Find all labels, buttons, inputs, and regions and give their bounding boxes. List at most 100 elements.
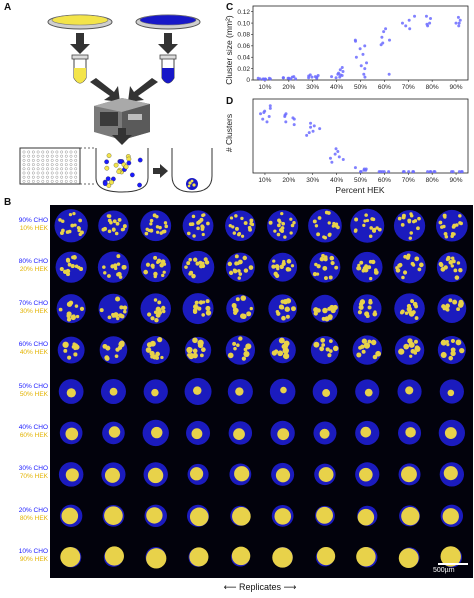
hek-cluster (455, 339, 462, 346)
composition-label: 20% CHO 80% HEK (2, 507, 48, 523)
hek-cluster (250, 222, 255, 227)
data-point (424, 14, 428, 18)
hek-cluster (364, 311, 370, 317)
data-point (292, 123, 296, 127)
hek-cluster (357, 263, 361, 267)
aggregate-image (182, 293, 214, 325)
hek-cluster (156, 258, 162, 264)
hek-core (443, 466, 458, 481)
hek-cluster (397, 263, 402, 268)
data-point (407, 18, 411, 22)
petri-dish-yellow (47, 14, 113, 30)
well-dot (31, 163, 35, 167)
hek-cluster (331, 224, 335, 228)
hek-cluster (281, 261, 286, 266)
data-point (308, 73, 312, 77)
hek-core (360, 426, 372, 438)
hek-cluster (77, 229, 81, 233)
hek-cluster (328, 349, 333, 353)
hek-cluster (371, 259, 376, 265)
hek-cluster (103, 271, 107, 275)
hek-cluster (234, 214, 238, 218)
aggregate-image (230, 505, 251, 526)
hek-core (357, 508, 375, 526)
data-point (330, 160, 334, 164)
hek-cluster (450, 264, 454, 268)
well-dot (50, 167, 54, 171)
data-point (382, 30, 386, 34)
data-point (338, 73, 342, 77)
well-dot (36, 158, 40, 162)
hek-cluster (227, 261, 233, 267)
hek-core (231, 546, 251, 566)
well-dot (46, 158, 49, 162)
cho-percent-label: 90% CHO (18, 216, 48, 224)
aggregate-image (313, 421, 337, 445)
well-dot (41, 150, 45, 154)
hek-cluster (107, 229, 112, 234)
hek-cluster (285, 266, 291, 272)
hek-cluster (375, 226, 379, 230)
replicates-label: Replicates (238, 582, 282, 592)
cell-dot (118, 159, 124, 164)
hek-cluster (414, 304, 419, 309)
hek-cluster (149, 350, 155, 357)
hek-cluster (450, 234, 454, 239)
aggregate-image (311, 294, 339, 323)
hek-cluster (123, 309, 127, 314)
data-point (353, 166, 357, 170)
hek-cluster (192, 234, 196, 238)
data-point (411, 170, 415, 174)
hek-core (364, 388, 373, 397)
hek-cluster (242, 255, 248, 261)
data-point (457, 24, 461, 28)
well-dot (50, 163, 54, 167)
well-dot (22, 163, 26, 167)
well-dot (36, 150, 40, 154)
hek-cluster (237, 269, 241, 273)
microscopy-image (54, 208, 468, 569)
data-point (291, 116, 295, 120)
data-point (315, 75, 319, 79)
data-point (341, 158, 345, 162)
hek-cluster (67, 229, 72, 234)
data-point (457, 21, 461, 25)
data-point (267, 114, 271, 118)
well-dot (69, 167, 73, 171)
hek-cluster (201, 232, 205, 237)
hek-cluster (329, 255, 335, 261)
hek-cluster (206, 221, 210, 226)
hek-cluster (74, 343, 78, 348)
aggregate-image (268, 294, 297, 323)
well-dot (41, 158, 45, 162)
aggregate-image (57, 336, 85, 364)
hek-cluster (356, 352, 362, 358)
data-point (364, 167, 368, 171)
cell-dot (137, 182, 142, 188)
x-tick-label: 90% (450, 177, 463, 184)
data-point (318, 127, 322, 131)
well-dot (69, 171, 73, 175)
hek-cluster (322, 307, 328, 314)
hek-core (66, 388, 76, 398)
well-dot (64, 175, 68, 179)
hek-cluster (327, 353, 332, 358)
data-point (408, 27, 412, 31)
cell-dot (109, 179, 114, 185)
cell-dot (116, 169, 122, 174)
data-point (429, 170, 433, 174)
hek-cluster (191, 273, 196, 279)
hek-cluster (292, 221, 296, 225)
hek-cluster (408, 236, 413, 240)
data-point (426, 170, 430, 174)
hek-cluster (411, 263, 416, 267)
hek-cluster (367, 265, 372, 270)
hek-cluster (240, 234, 245, 238)
hek-cluster (153, 255, 158, 260)
hek-cluster (197, 342, 204, 349)
hek-cluster (448, 355, 454, 361)
hek-cluster (414, 345, 420, 350)
y-tick-label: 0.08 (237, 32, 250, 39)
well-dot (74, 150, 78, 154)
hek-cluster (277, 350, 284, 357)
